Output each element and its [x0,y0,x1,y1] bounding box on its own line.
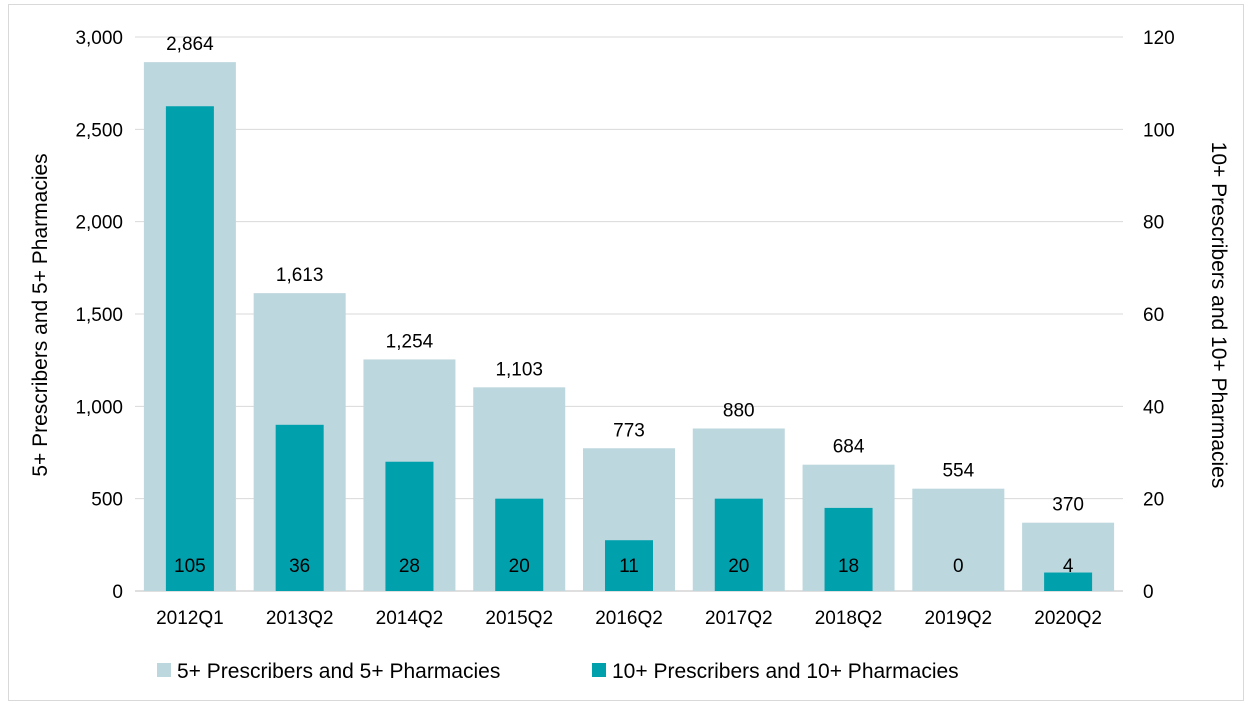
bar-10plus [824,507,873,591]
x-tick-label: 2014Q2 [376,608,444,629]
right-tick-label: 0 [1143,582,1154,603]
data-label-10plus: 0 [953,556,964,577]
left-tick-label: 500 [91,490,123,511]
data-label-5plus: 1,613 [276,265,324,286]
series-10plus-data-labels: 105 36 28 20 11 20 18 0 4 [174,556,1074,577]
right-tick-label: 100 [1143,120,1175,141]
data-label-10plus: 105 [174,556,206,577]
right-axis-title: 10+ Prescribers and 10+ Pharmacies [1207,142,1230,489]
left-tick-label: 2,500 [75,120,123,141]
x-tick-label: 2017Q2 [705,608,773,629]
bar-5plus [912,488,1005,591]
right-axis-ticks: 0 20 40 60 80 100 120 [1143,28,1175,603]
series-10plus-bars [165,106,1093,591]
bar-10plus [714,498,763,591]
x-tick-label: 2013Q2 [266,608,334,629]
data-label-10plus: 36 [289,556,310,577]
right-tick-label: 80 [1143,213,1164,234]
bar-10plus [605,540,653,591]
data-label-10plus: 20 [728,556,749,577]
series-5plus-data-labels: 2,864 1,613 1,254 1,103 773 880 684 554 370 [166,34,1084,516]
x-tick-label: 2016Q2 [595,608,663,629]
legend-label-10plus: 10+ Prescribers and 10+ Pharmacies [612,660,959,683]
x-tick-label: 2019Q2 [925,608,993,629]
data-label-5plus: 554 [942,461,974,482]
data-label-10plus: 4 [1063,556,1074,577]
data-label-10plus: 11 [619,556,639,577]
right-tick-label: 60 [1143,305,1164,326]
right-tick-label: 20 [1143,490,1164,511]
legend-swatch-5plus [157,663,171,677]
data-label-10plus: 18 [838,556,859,577]
bar-10plus [1044,572,1093,591]
data-label-5plus: 773 [613,420,645,441]
left-axis-ticks: 0 500 1,000 1,500 2,000 2,500 3,000 [75,28,123,603]
data-label-10plus: 28 [399,556,420,577]
left-tick-label: 3,000 [75,28,123,49]
left-tick-label: 1,500 [75,305,123,326]
legend-label-5plus: 5+ Prescribers and 5+ Pharmacies [177,660,500,683]
x-axis-ticks: 2012Q1 2013Q2 2014Q2 2015Q2 2016Q2 2017Q2 2018… [156,608,1102,629]
bar-10plus [385,461,434,591]
data-label-5plus: 1,254 [386,331,434,352]
left-tick-label: 2,000 [75,213,123,234]
data-label-5plus: 880 [723,400,755,421]
data-label-5plus: 2,864 [166,34,214,55]
data-label-10plus: 20 [509,556,530,577]
x-tick-label: 2015Q2 [485,608,553,629]
legend-swatch-10plus [592,663,606,677]
data-label-5plus: 684 [833,437,865,458]
left-axis-title: 5+ Prescribers and 5+ Pharmacies [29,153,52,476]
x-tick-label: 2020Q2 [1034,608,1102,629]
bar-10plus [275,424,324,591]
x-tick-label: 2012Q1 [156,608,224,629]
data-label-5plus: 370 [1052,495,1084,516]
right-tick-label: 40 [1143,397,1164,418]
left-tick-label: 1,000 [75,397,123,418]
legend: 5+ Prescribers and 5+ Pharmacies 10+ Pre… [157,660,959,683]
x-tick-label: 2018Q2 [815,608,883,629]
right-tick-label: 120 [1143,28,1175,49]
left-tick-label: 0 [112,582,123,603]
data-label-5plus: 1,103 [495,359,543,380]
bar-10plus [165,106,214,591]
bar-10plus [495,498,544,591]
